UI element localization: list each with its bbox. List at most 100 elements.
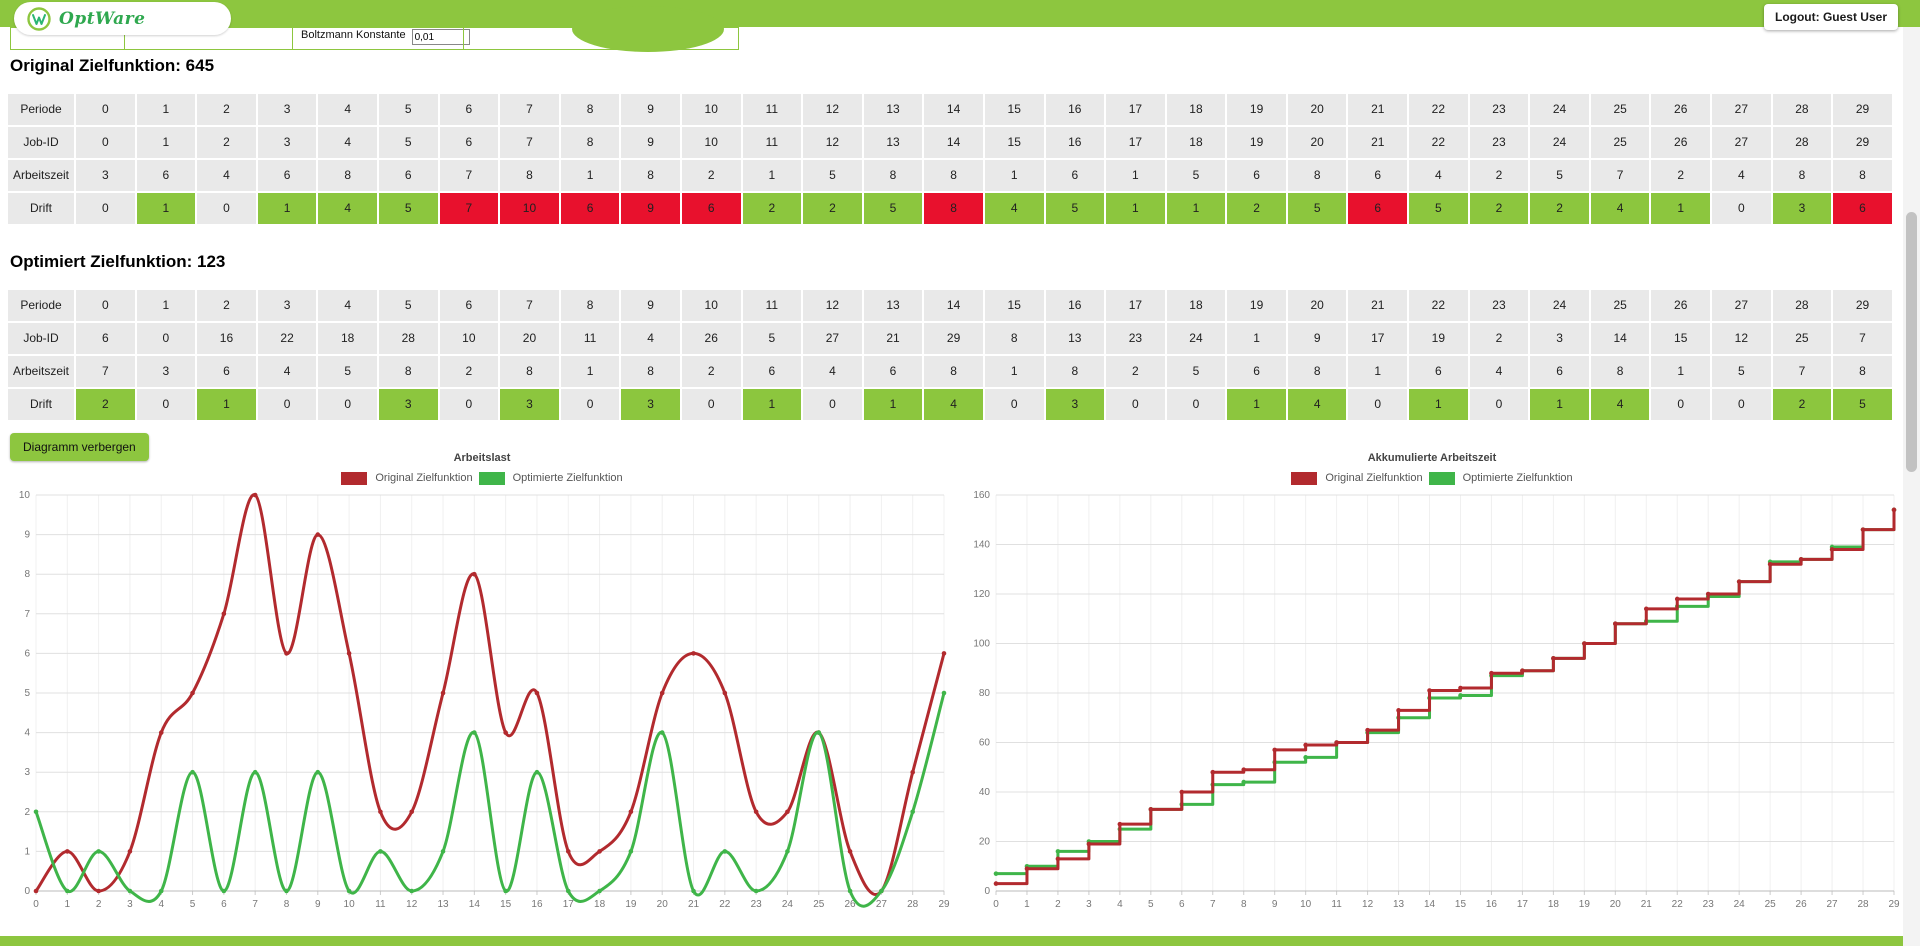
optimized-section-title: Optimiert Zielfunktion: 123: [10, 252, 226, 271]
job_id-cell: 23: [1469, 127, 1529, 158]
periode-cell: 9: [621, 94, 680, 125]
arbeitszeit-cell: 8: [500, 356, 559, 387]
optimize-button-cutoff[interactable]: [572, 6, 724, 52]
arbeitszeit-cell: 1: [742, 160, 802, 191]
svg-text:0: 0: [993, 899, 999, 910]
job_id-cell: 0: [76, 127, 135, 158]
svg-text:22: 22: [719, 899, 731, 910]
periode-cell: 25: [1590, 290, 1650, 321]
legend-swatch-optimized: [478, 471, 505, 485]
svg-text:5: 5: [24, 688, 30, 699]
arbeitszeit-cell: 7: [1772, 356, 1832, 387]
svg-text:12: 12: [406, 899, 418, 910]
svg-text:9: 9: [315, 899, 321, 910]
svg-text:8: 8: [24, 569, 30, 580]
arbeitszeit-cell: 4: [197, 160, 256, 191]
drift-cell: 1: [1530, 389, 1589, 420]
job_id-cell: 28: [1772, 127, 1832, 158]
legend-swatch-original: [341, 471, 368, 485]
legend-label-optimized: Optimierte Zielfunktion: [1462, 472, 1573, 484]
svg-text:16: 16: [531, 899, 543, 910]
drift-cell: 3: [1772, 193, 1832, 224]
drift-cell: 0: [1712, 193, 1771, 224]
job_id-cell: 12: [803, 127, 862, 158]
drift-cell: 2: [1772, 389, 1832, 420]
job_id-cell: 18: [318, 323, 377, 354]
arbeitszeit-cell: 8: [863, 160, 923, 191]
job_id-cell: 28: [378, 323, 438, 354]
logout-button[interactable]: Logout: Guest User: [1763, 4, 1898, 30]
svg-text:5: 5: [190, 899, 196, 910]
drift-cell: 4: [318, 193, 377, 224]
svg-text:21: 21: [1641, 899, 1653, 910]
arbeitszeit-cell: 1: [560, 356, 620, 387]
boltzmann-input[interactable]: [411, 29, 470, 45]
arbeitszeit-cell: 4: [1712, 160, 1771, 191]
arbeitszeit-cell: 6: [378, 160, 438, 191]
legend-label-optimized: Optimierte Zielfunktion: [512, 472, 623, 484]
job_id-cell: 0: [136, 323, 196, 354]
legend-swatch-original: [1291, 471, 1318, 485]
periode-cell: 15: [984, 94, 1044, 125]
job_id-cell: 22: [257, 323, 317, 354]
svg-text:0: 0: [33, 899, 39, 910]
periode-cell: 23: [1469, 290, 1529, 321]
svg-text:25: 25: [813, 899, 825, 910]
periode-cell: 28: [1772, 94, 1832, 125]
vertical-scrollbar-track[interactable]: [1903, 27, 1920, 946]
arbeitszeit-row: Arbeitszeit 7 3 6 4 5 8 2 8 1 8 2 6 4 6 8 1 8 2 5 6 8 1 6 4 6 8 1 5 7…: [8, 356, 1892, 387]
arbeitszeit-cell: 5: [1712, 356, 1771, 387]
job_id-cell: 3: [257, 127, 317, 158]
job_id-cell: 29: [924, 323, 983, 354]
drift-cell: 3: [621, 389, 680, 420]
drift-cell: 3: [1045, 389, 1105, 420]
original-table: Periode 0 1 2 3 4 5 6 7 8 9 10 11 12 13 14 15 16 17 18 19 20 2…: [8, 94, 1892, 226]
svg-text:7: 7: [252, 899, 258, 910]
form-cell-boltzmann: Boltzmann Konstante: [292, 27, 470, 50]
arbeitszeit-cell: 3: [136, 356, 196, 387]
svg-text:8: 8: [284, 899, 290, 910]
job_id-cell: 5: [742, 323, 802, 354]
arbeitszeit-cell: 1: [1651, 356, 1711, 387]
drift-cell: 1: [136, 193, 196, 224]
svg-text:17: 17: [563, 899, 575, 910]
periode-cell: 19: [1227, 94, 1286, 125]
svg-text:2: 2: [96, 899, 102, 910]
optware-logo[interactable]: OptWare: [14, 2, 231, 35]
arbeitszeit-cell: 6: [136, 160, 196, 191]
job_id-cell: 19: [1409, 323, 1468, 354]
periode-cell: 11: [742, 290, 802, 321]
svg-text:40: 40: [979, 787, 991, 798]
drift-cell: 5: [378, 193, 438, 224]
form-cell-action: [463, 6, 739, 52]
row-label: Periode: [8, 94, 74, 125]
hide-diagram-button[interactable]: Diagramm verbergen: [10, 433, 149, 461]
svg-text:5: 5: [1148, 899, 1154, 910]
drift-cell: 1: [1106, 193, 1165, 224]
drift-cell: 0: [257, 389, 317, 420]
vertical-scrollbar-thumb[interactable]: [1906, 212, 1917, 472]
drift-cell: 2: [803, 193, 862, 224]
arbeitszeit-cell: 8: [621, 160, 680, 191]
job_id-cell: 1: [136, 127, 196, 158]
arbeitszeit-cell: 6: [1227, 160, 1286, 191]
arbeitszeit-cell: 5: [318, 356, 377, 387]
periode-cell: 11: [742, 94, 802, 125]
job_id-cell: 24: [1166, 323, 1226, 354]
svg-text:16: 16: [1486, 899, 1498, 910]
svg-text:6: 6: [1179, 899, 1185, 910]
job_id-cell: 16: [1045, 127, 1105, 158]
drift-cell: 5: [1287, 193, 1347, 224]
drift-cell: 9: [621, 193, 680, 224]
svg-text:18: 18: [1548, 899, 1560, 910]
arbeitszeit-cell: 8: [318, 160, 377, 191]
drift-cell: 0: [803, 389, 862, 420]
periode-cell: 24: [1530, 290, 1589, 321]
drift-row: Drift 0 1 0 1 4 5 7 10 6 9 6 2 2 5 8 4 5 1 1 2 5 6 5 2 2 4 1 0 3 6: [8, 193, 1892, 224]
row-label: Drift: [8, 193, 74, 224]
drift-cell: 0: [1348, 389, 1408, 420]
job_id-cell: 10: [439, 323, 499, 354]
drift-cell: 4: [924, 389, 983, 420]
svg-text:15: 15: [500, 899, 512, 910]
svg-text:27: 27: [876, 899, 888, 910]
